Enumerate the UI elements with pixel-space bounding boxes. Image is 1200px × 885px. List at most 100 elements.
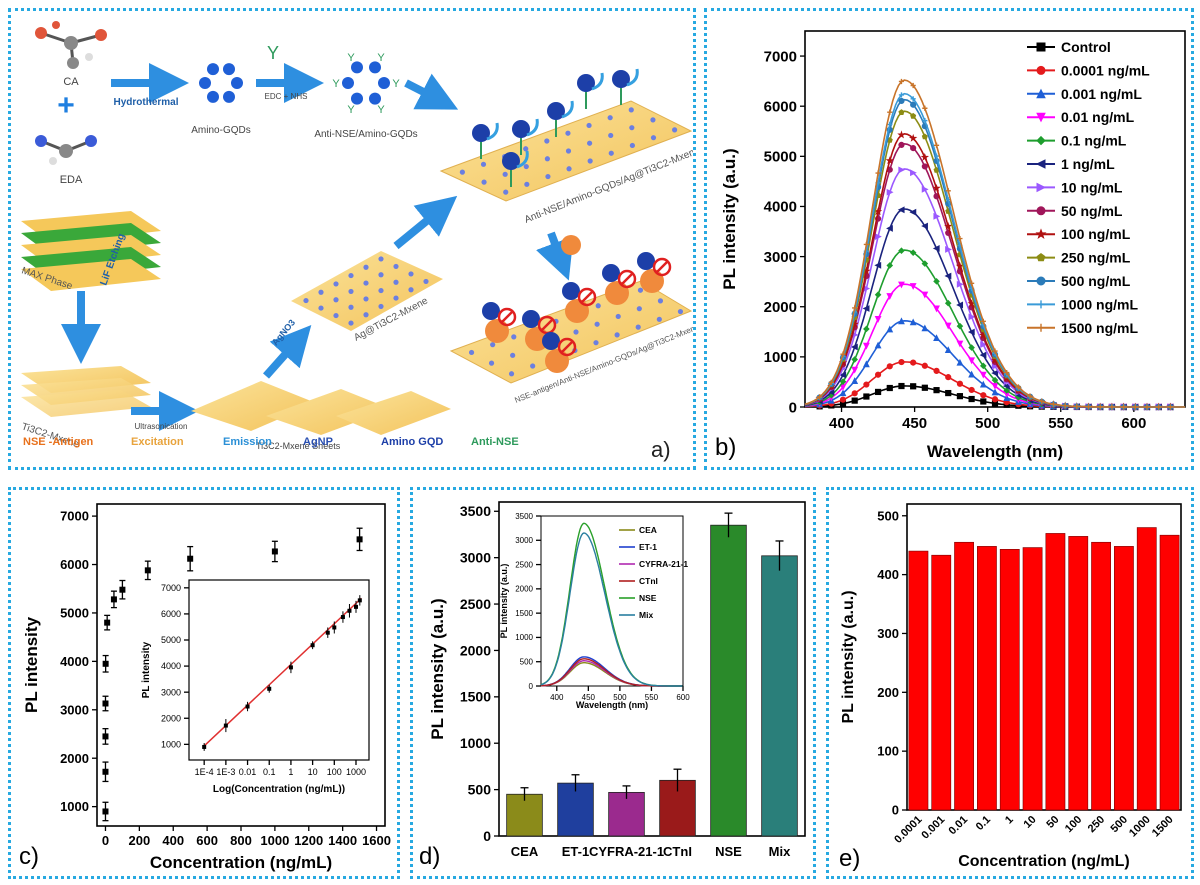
agnp-dot: [566, 166, 572, 172]
legend-label-0-001-ng-ml: 0.001 ng/mL: [1061, 86, 1142, 102]
point-1500-ng-ml: [1085, 404, 1092, 410]
chart-d-inset-ytick-label: 500: [520, 658, 534, 667]
point-10-ng-ml: [945, 246, 952, 253]
bar-e-250: [1091, 541, 1111, 811]
agnp-dot: [637, 287, 644, 293]
bar-e-0-1: [977, 546, 997, 811]
antibody-mini-icon: Y: [347, 52, 355, 64]
point-1500-ng-ml: [933, 142, 940, 148]
marker: [119, 586, 126, 593]
chart-e-ytick-label: 400: [877, 567, 899, 582]
point-c-9: [187, 545, 194, 572]
schematic-svg: CA + EDA Hydrothermal Amino-GQDs Y EDC +…: [20, 21, 702, 462]
point-0-01-ng-ml: [851, 366, 859, 374]
bar-e-label-250: 250: [1086, 814, 1107, 835]
chart-e-xlabel: Concentration (ng/mL): [958, 853, 1130, 870]
anti-nse-gqds-label: Anti-NSE/Amino-GQDs: [314, 129, 417, 140]
inset-marker: [347, 608, 352, 613]
agnp-dot: [593, 340, 599, 346]
chart-c-inset-xtick-label: 1E-4: [195, 767, 214, 777]
point-10-ng-ml: [874, 233, 882, 241]
agnp-dot: [636, 306, 642, 312]
chart-b-xtick-label: 400: [829, 415, 854, 432]
marker: [271, 548, 278, 555]
point-1500-ng-ml: [957, 235, 963, 242]
chart-c-inset-ytick-label: 5000: [161, 635, 181, 645]
point-0-01-ng-ml: [874, 316, 882, 323]
point-10-ng-ml: [956, 280, 964, 288]
point-0-1-ng-ml: [863, 325, 870, 333]
quench-symbol-icon: [617, 269, 637, 289]
inset-point-10: [353, 600, 358, 613]
bar-e-label-0-001: 0.001: [919, 814, 947, 842]
point-1500-ng-ml: [898, 78, 905, 85]
point-10-ng-ml: [980, 341, 988, 348]
agnp-dot: [629, 142, 635, 149]
antibody-mini-icon: Y: [332, 78, 340, 90]
legend-marker-1000-ng-ml: [1037, 300, 1045, 309]
sheet-3: [336, 391, 451, 435]
point-c-8: [144, 560, 151, 581]
point-1-ng-ml: [944, 272, 952, 280]
point-1500-ng-ml: [1144, 404, 1150, 410]
bar-e-100: [1068, 536, 1089, 811]
antigen-on-surface: [545, 349, 569, 373]
point-control: [910, 383, 917, 390]
point-500-ng-ml: [898, 97, 905, 105]
panel-c-letter: c): [19, 843, 39, 870]
bar-e-50: [1045, 533, 1066, 811]
legend-excitation: Excitation: [131, 436, 184, 448]
legend-marker-500-ng-ml: [1036, 276, 1046, 286]
ag-ti3c2-sheet: [291, 251, 443, 331]
schematic-legend: NSE -Antigen Excitation Emission AgNP Amino …: [23, 436, 519, 448]
inset-point-8: [340, 611, 345, 623]
point-c-7: [119, 579, 126, 600]
chart-c-inset-ytick-label: 7000: [161, 583, 181, 593]
point-0-1-ng-ml: [874, 291, 882, 299]
inset-legend-cyfra-21-1: CYFRA-21-1: [639, 559, 688, 569]
chart-d-ylabel: PL intensity (a.u.): [428, 598, 447, 739]
legend-label-50-ng-ml: 50 ng/mL: [1061, 203, 1123, 219]
point-0-0001-ng-ml: [910, 359, 917, 366]
point-0-0001-ng-ml: [874, 371, 882, 378]
chart-e-ylabel: PL intensity (a.u.): [840, 590, 857, 723]
gqd-on-surface: [612, 70, 630, 88]
point-0-001-ng-ml: [898, 317, 905, 325]
agnp-dot: [408, 287, 414, 293]
point-1000-ng-ml: [933, 153, 940, 159]
point-0-001-ng-ml: [839, 389, 847, 397]
point-1-ng-ml: [967, 328, 975, 336]
point-0-1-ng-ml: [851, 356, 858, 363]
bar-e-0-01: [954, 541, 974, 811]
chart-b-ytick-label: 4000: [764, 199, 797, 216]
chart-c-inset-xlabel: Log(Concentration (ng/mL)): [213, 784, 345, 795]
point-1-ng-ml: [909, 208, 917, 216]
agnp-dot: [595, 303, 601, 309]
point-0-0001-ng-ml: [839, 396, 847, 403]
panel-b-letter: b): [715, 434, 736, 461]
marker: [102, 700, 109, 707]
chart-c-inset-ytick-label: 1000: [161, 739, 181, 749]
agnp-dot: [503, 189, 509, 195]
point-0-1-ng-ml: [956, 322, 964, 330]
max-phase-icon: [21, 211, 161, 291]
agnp-dot: [607, 115, 613, 121]
point-1-ng-ml: [874, 261, 882, 269]
point-0-01-ng-ml: [956, 340, 964, 348]
chart-c-xtick-label: 1200: [294, 833, 323, 848]
chart-d-plot-frame: [498, 501, 806, 837]
point-0-1-ng-ml: [909, 249, 917, 256]
inset-marker: [288, 665, 293, 670]
agnp-dot: [508, 371, 515, 377]
gqd-dot: [351, 61, 363, 74]
point-1-ng-ml: [886, 225, 893, 232]
point-1-ng-ml: [862, 305, 870, 312]
inset-fit-line: [202, 597, 362, 748]
legend-label-250-ng-ml: 250 ng/mL: [1061, 250, 1131, 266]
point-1500-ng-ml: [1050, 401, 1057, 407]
point-0-001-ng-ml: [862, 360, 870, 368]
agnp-dot: [614, 332, 620, 338]
chart-b-xtick-label: 600: [1121, 415, 1146, 432]
anti-nse-gqds-icon: Y Y Y Y Y Y: [332, 52, 400, 116]
sheet-2: [266, 389, 391, 435]
